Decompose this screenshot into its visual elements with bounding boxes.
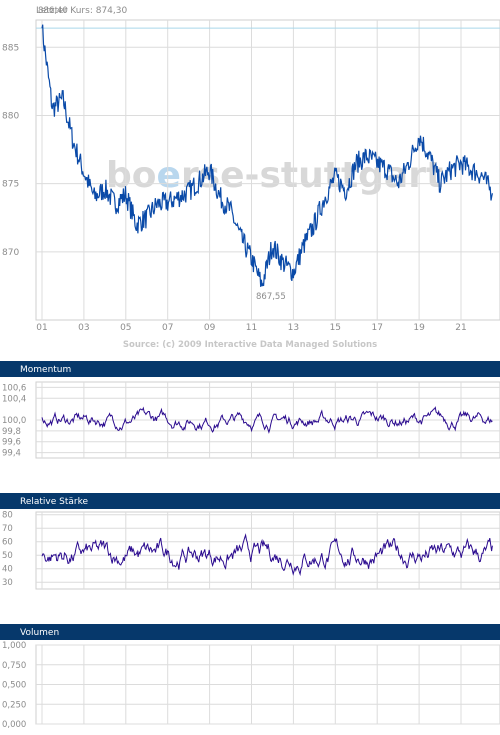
last-price-label: Letzter Kurs: 874,30: [36, 6, 127, 16]
price-x-tick-label: 03: [78, 323, 89, 333]
momentum-y-tick-label: 99,4: [2, 449, 21, 459]
volume-y-tick-label: 0,250: [2, 700, 26, 710]
rsi-series-line: [41, 533, 493, 577]
volume-title: Volumen: [20, 628, 59, 638]
momentum-series-line: [41, 406, 493, 434]
price-x-tick-label: 15: [330, 323, 341, 333]
momentum-header-bar: [0, 361, 500, 377]
volume-panel: Volumen 1,000 0,750 0,500 0,250 0,000: [0, 624, 500, 730]
price-x-tick-label: 11: [246, 323, 257, 333]
momentum-y-tick-label: 99,6: [2, 438, 21, 448]
rsi-y-tick-label: 70: [2, 524, 13, 534]
momentum-y-tick-label: 100,4: [2, 394, 26, 404]
low-value-label: 867,55: [256, 292, 286, 302]
volume-header-bar: [0, 624, 500, 640]
rsi-y-tick-label: 50: [2, 551, 13, 561]
rsi-y-tick-label: 40: [2, 565, 13, 575]
rsi-y-tick-label: 60: [2, 538, 13, 548]
price-series-line: [41, 24, 493, 287]
price-chart-frame: [35, 19, 500, 321]
rsi-title: Relative Stärke: [20, 497, 89, 507]
volume-y-tick-label: 0,750: [2, 661, 26, 671]
price-x-tick-label: 07: [162, 323, 173, 333]
momentum-y-tick-label: 100,6: [2, 383, 26, 393]
watermark-part2: e: [157, 155, 181, 196]
price-y-tick-label: 885: [2, 43, 19, 53]
price-x-tick-label: 05: [120, 323, 131, 333]
rsi-panel: Relative Stärke 80 70 60 50 40 30: [0, 493, 500, 590]
price-y-tick-label: 870: [2, 248, 19, 258]
rsi-frame: [35, 511, 500, 590]
high-value-label: 886,40: [38, 6, 68, 16]
price-y-tick-label: 880: [2, 111, 19, 121]
momentum-y-tick-label: 100,0: [2, 416, 26, 426]
volume-y-tick-label: 0,500: [2, 681, 26, 691]
price-x-tick-label: 13: [288, 323, 299, 333]
rsi-header-bar: [0, 493, 500, 509]
rsi-y-tick-label: 30: [2, 578, 13, 588]
price-x-tick-label: 17: [371, 323, 382, 333]
price-y-tick-label: 875: [2, 180, 19, 190]
source-note: Source: (c) 2009 Interactive Data Manage…: [123, 340, 377, 350]
volume-y-tick-label: 0,000: [2, 720, 26, 730]
momentum-y-tick-label: 99,8: [2, 427, 21, 437]
volume-y-tick-label: 1,000: [2, 641, 26, 651]
watermark-part1: bo: [106, 155, 157, 196]
price-x-tick-label: 09: [204, 323, 216, 333]
rsi-y-tick-label: 80: [2, 511, 13, 521]
price-x-tick-label: 19: [413, 323, 425, 333]
price-x-tick-label: 01: [36, 323, 47, 333]
price-x-tick-label: 21: [455, 323, 466, 333]
momentum-title: Momentum: [20, 365, 71, 375]
